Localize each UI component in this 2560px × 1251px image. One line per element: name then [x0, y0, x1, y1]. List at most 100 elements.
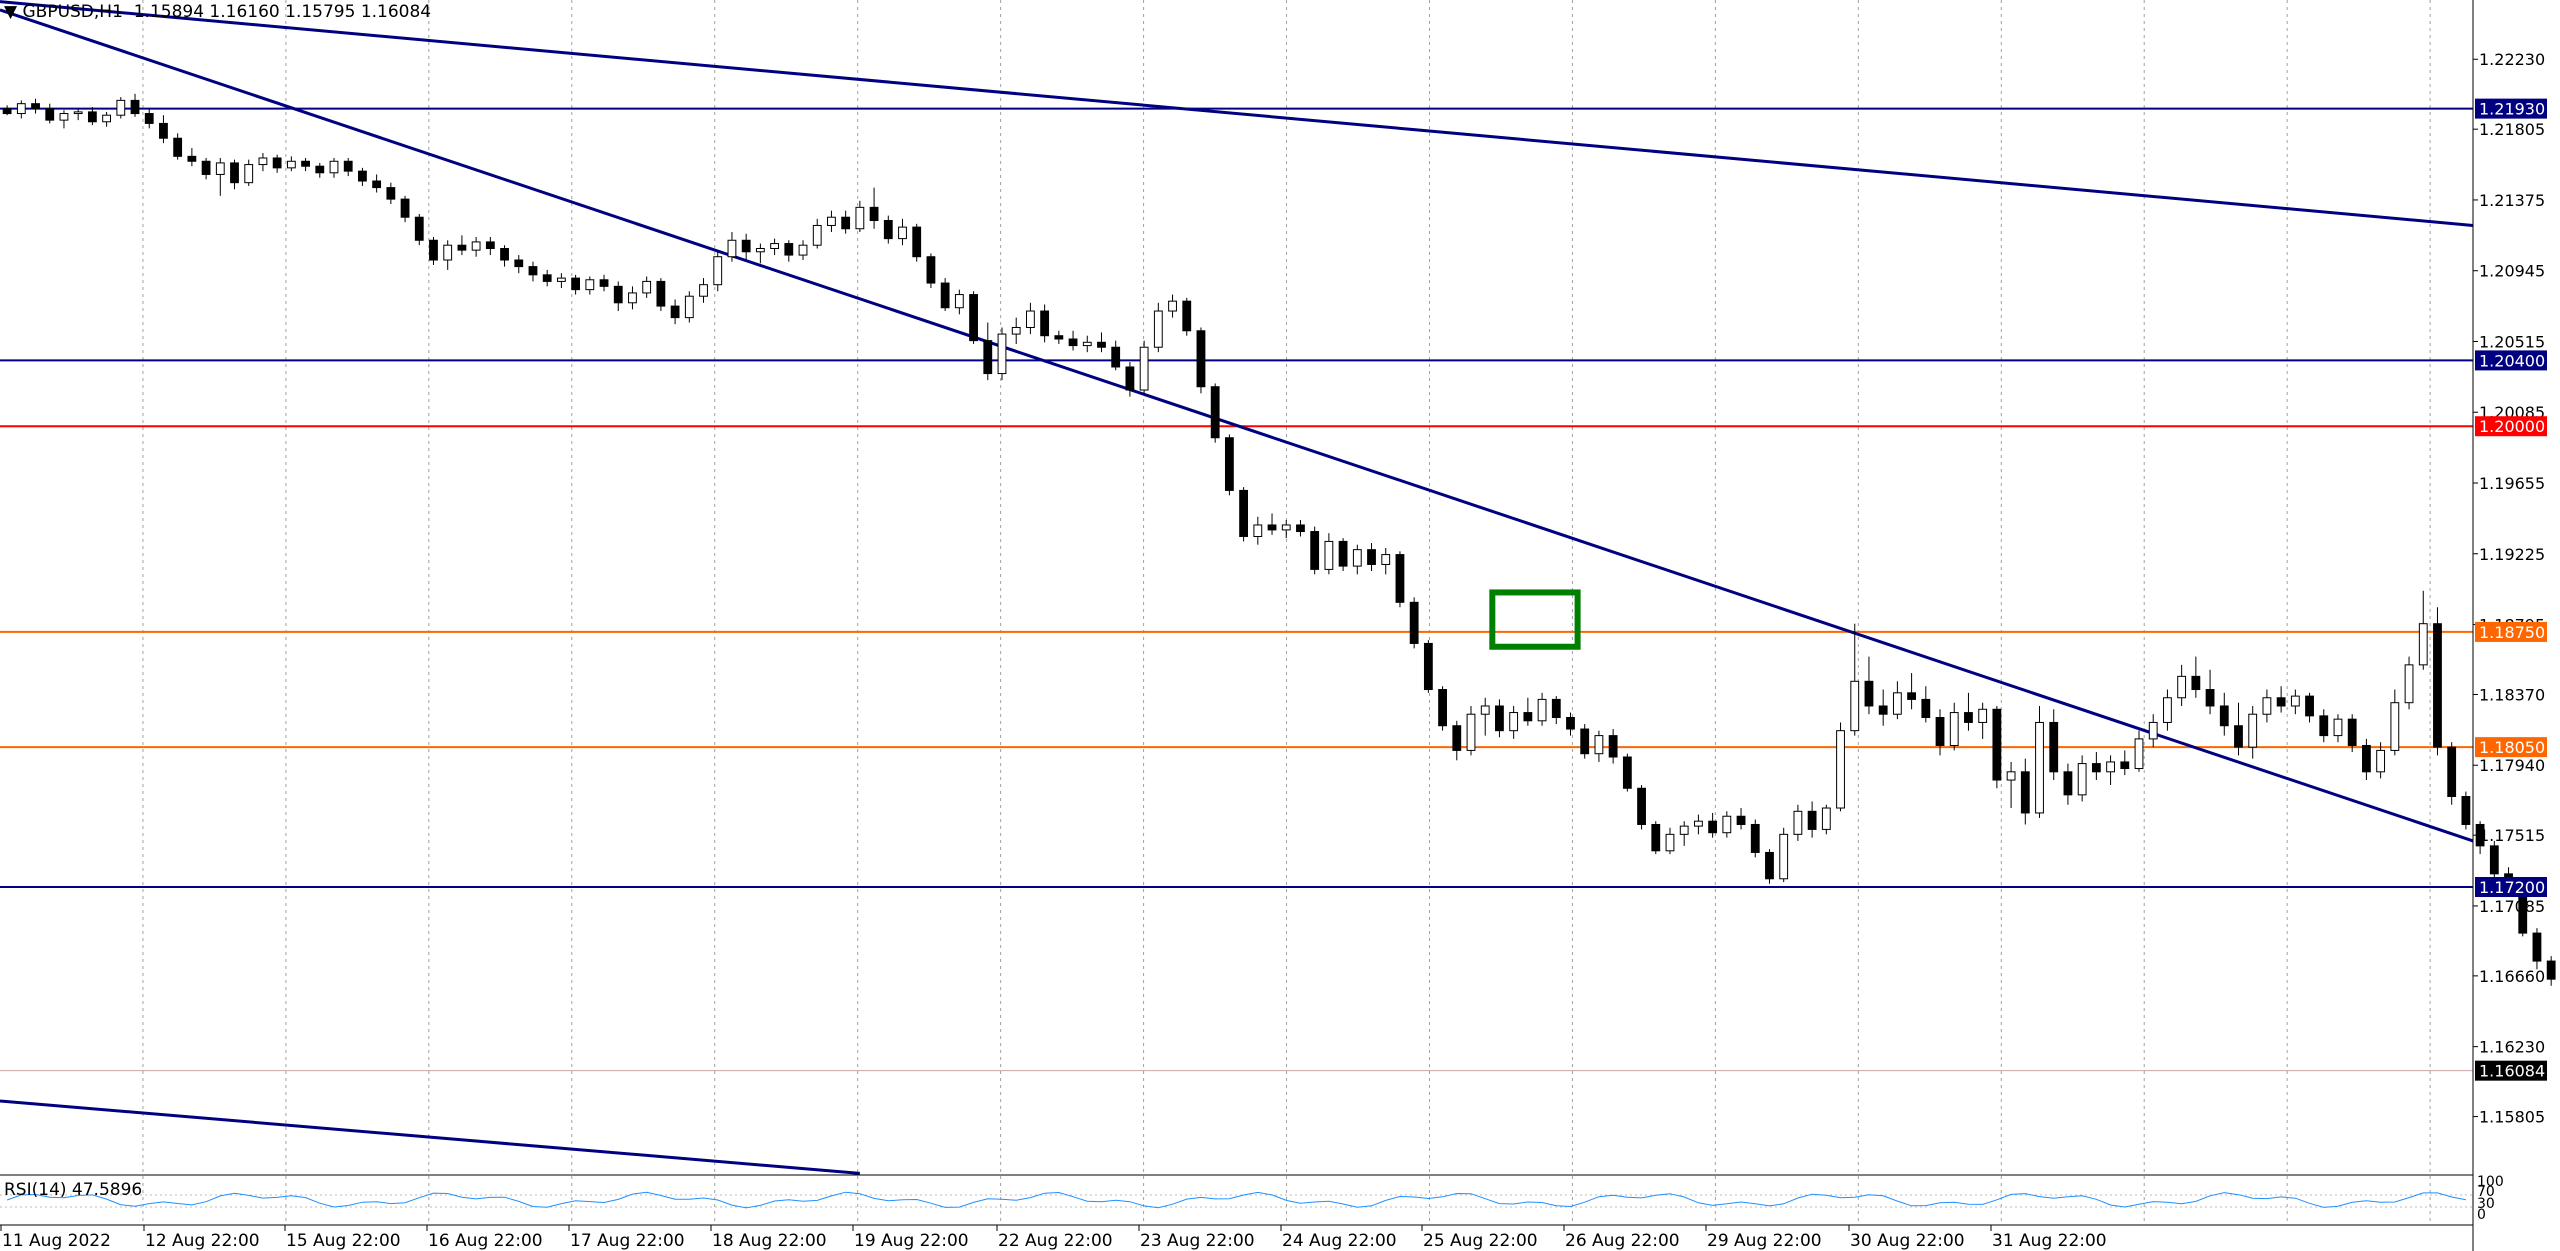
price-tick-label: 1.16230	[2479, 1038, 2545, 1057]
candle	[770, 238, 779, 256]
menu-triangle-icon[interactable]: ▼	[4, 2, 23, 22]
candle-body	[16, 103, 26, 115]
candle	[2532, 928, 2542, 970]
candle-body	[1992, 708, 2002, 781]
ohlc-values: 1.15894 1.16160 1.15795 1.16084	[133, 2, 432, 22]
candle-body	[1423, 642, 1433, 691]
candle-body	[87, 111, 97, 123]
candle	[500, 245, 509, 267]
highlight-box-layer	[1489, 589, 1581, 650]
price-tick-label: 1.21805	[2479, 120, 2545, 139]
candle-body	[2035, 721, 2044, 814]
candle-body	[883, 220, 893, 240]
candle-body	[1168, 300, 1177, 312]
candle	[1523, 697, 1533, 726]
candle-body	[102, 114, 112, 123]
candle-body	[2447, 746, 2457, 797]
level-price-tag: 1.20000	[2479, 417, 2545, 436]
candle	[1722, 811, 1732, 838]
candle	[1111, 340, 1121, 371]
candle-body	[1921, 698, 1931, 719]
candle	[16, 100, 26, 119]
candle	[1281, 520, 1291, 539]
candle	[144, 108, 154, 129]
candle-body	[1722, 815, 1732, 834]
candle-body	[1011, 326, 1021, 335]
price-tick-label: 1.15805	[2479, 1108, 2545, 1127]
candle	[727, 232, 737, 262]
candle-body	[59, 113, 69, 121]
candle-body	[1153, 310, 1163, 348]
candle-body	[1821, 807, 1831, 830]
candle	[2120, 750, 2130, 776]
candle	[1765, 849, 1774, 884]
candle	[1878, 689, 1888, 726]
candle	[1224, 434, 1234, 496]
candle-body	[2319, 715, 2329, 737]
candle	[755, 243, 765, 264]
candle-body	[556, 277, 566, 282]
candle	[471, 236, 481, 257]
candle-body	[2290, 695, 2300, 707]
candle-body	[159, 122, 168, 139]
candle-body	[1978, 708, 1988, 723]
candle-body	[1537, 698, 1547, 722]
candle	[343, 157, 353, 177]
candle	[1651, 821, 1661, 855]
candle-body	[1182, 300, 1192, 332]
candle	[1779, 827, 1789, 883]
candle	[642, 276, 652, 298]
candle	[628, 286, 637, 310]
candle-body	[429, 239, 438, 261]
time-tick-label: 16 Aug 22:00	[428, 1231, 543, 1251]
trendline	[0, 8, 2474, 843]
candle	[656, 278, 666, 312]
level-price-tag-bg	[2475, 98, 2547, 119]
candle	[1495, 699, 1504, 738]
price-tick-label: 1.22230	[2479, 50, 2545, 69]
candle	[1480, 697, 1490, 736]
candle	[1750, 819, 1760, 858]
candle-body	[741, 239, 751, 253]
rsi-line	[6, 1191, 2466, 1209]
candle	[1352, 544, 1362, 575]
candle	[713, 251, 723, 292]
candle-body	[2006, 771, 2016, 781]
candle-body	[1523, 712, 1533, 722]
price-tick-label: 1.17940	[2479, 756, 2545, 775]
time-tick-label: 11 Aug 2022	[2, 1231, 111, 1251]
candle-body	[2262, 697, 2272, 715]
candle-body	[173, 137, 183, 157]
candle	[1338, 538, 1348, 572]
candle-body	[1495, 705, 1504, 732]
candle	[983, 322, 993, 381]
candle	[1694, 814, 1703, 835]
price-tick-label: 1.20945	[2479, 262, 2545, 281]
candle	[159, 115, 168, 144]
candle-body	[343, 160, 353, 172]
candle	[613, 281, 623, 312]
candle	[2546, 956, 2556, 986]
candle	[244, 159, 254, 186]
candle	[329, 157, 339, 178]
candle	[1310, 526, 1320, 575]
candle-body	[244, 164, 254, 184]
candle	[1452, 720, 1462, 761]
candle-body	[1224, 437, 1234, 491]
candle-body	[798, 244, 808, 256]
candle	[102, 111, 112, 127]
candle	[2433, 607, 2442, 756]
candle-body	[2120, 761, 2130, 770]
candle	[2333, 714, 2343, 743]
candle	[1438, 686, 1447, 731]
price-tick-label: 1.21375	[2479, 191, 2545, 210]
candle	[741, 233, 751, 261]
candle	[1907, 673, 1917, 710]
candle	[969, 291, 978, 344]
candle-body	[144, 113, 154, 124]
candle	[997, 327, 1007, 381]
candle-body	[1765, 851, 1774, 880]
candle-body	[514, 259, 524, 268]
candle-body	[130, 99, 140, 115]
